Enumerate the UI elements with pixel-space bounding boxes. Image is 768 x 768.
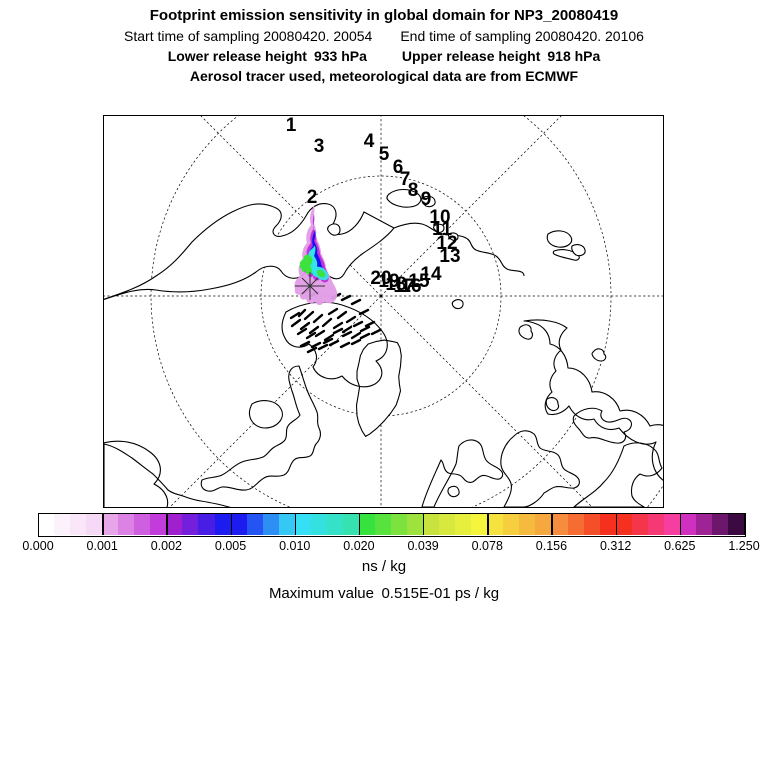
svg-text:2: 2 bbox=[307, 187, 318, 208]
svg-text:5: 5 bbox=[379, 144, 390, 165]
svg-text:1: 1 bbox=[286, 116, 297, 136]
svg-text:3: 3 bbox=[314, 136, 325, 157]
svg-text:20: 20 bbox=[370, 268, 391, 289]
svg-text:8: 8 bbox=[408, 180, 419, 201]
svg-text:4: 4 bbox=[364, 131, 375, 152]
svg-text:13: 13 bbox=[439, 246, 460, 267]
